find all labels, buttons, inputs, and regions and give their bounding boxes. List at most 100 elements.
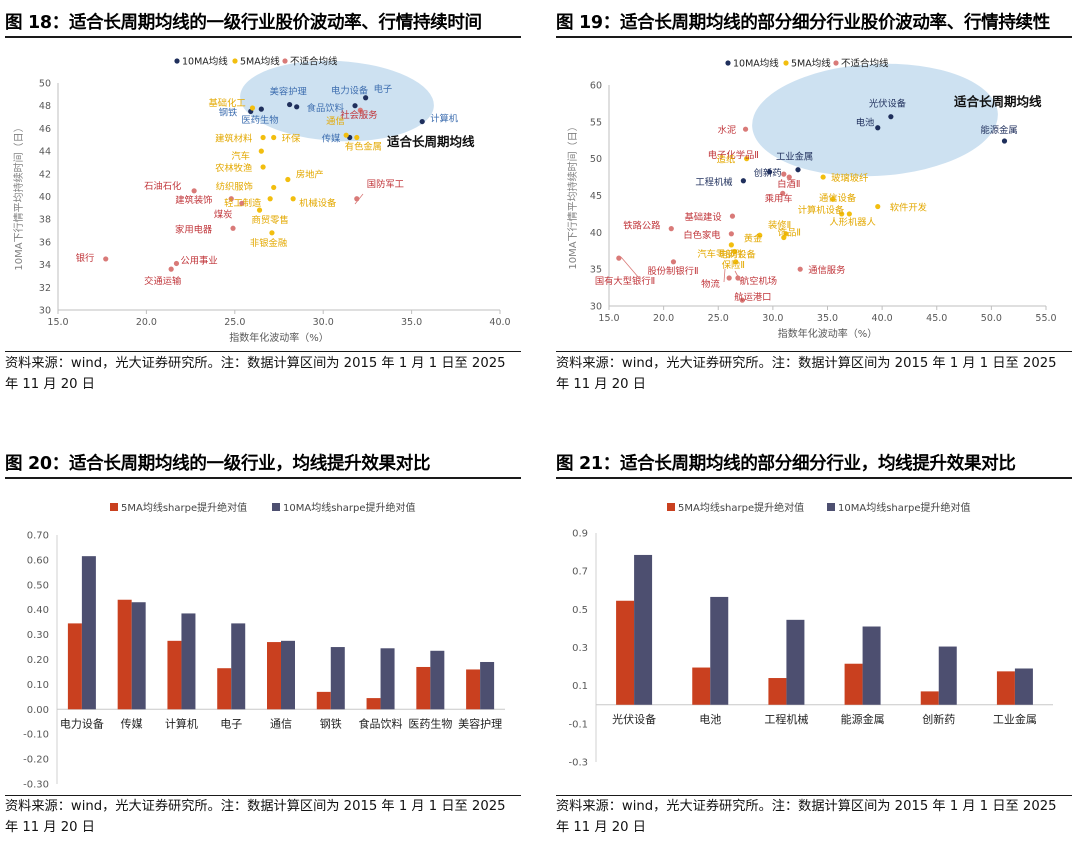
fig18-point xyxy=(271,184,277,191)
fig18-x-tick-label: 15.0 xyxy=(47,317,68,328)
fig19-point-label: 软件开发 xyxy=(890,202,927,214)
figure-18-title-rule xyxy=(5,36,521,38)
fig21-category-label: 工业金属 xyxy=(993,712,1037,726)
figure-21-title-rule xyxy=(556,477,1072,479)
fig20-y-tick-label: 0.00 xyxy=(27,705,49,716)
fig20-category-label: 医药生物 xyxy=(408,716,452,730)
fig19-legend-marker xyxy=(833,60,839,66)
fig19-point-label: 玻璃玻纤 xyxy=(831,172,868,184)
fig18-point-label: 基础化工 xyxy=(208,97,245,109)
fig18-point-label: 农林牧渔 xyxy=(215,162,252,174)
fig18-annotation: 适合长周期均线 xyxy=(387,134,475,149)
fig20-category-label: 美容护理 xyxy=(458,716,502,730)
fig19-x-tick-label: 35.0 xyxy=(817,313,838,324)
figure-20-title-rule xyxy=(5,477,521,479)
fig20-bar-5ma xyxy=(67,623,82,710)
fig18-y-axis-title: 10MA下行情平均持续时间（日） xyxy=(12,122,25,270)
fig18-x-axis-title: 指数年化波动率（%） xyxy=(229,331,329,344)
fig18-point xyxy=(249,105,256,111)
fig18-point xyxy=(260,164,266,170)
fig18-point xyxy=(285,176,291,183)
fig19-y-tick-label: 30 xyxy=(590,302,602,313)
fig18-y-tick-label: 38 xyxy=(39,215,51,226)
fig20-y-tick-label: 0.30 xyxy=(27,630,49,641)
fig20-category-label: 计算机 xyxy=(165,716,198,730)
fig19-point-label: 白色家电 xyxy=(683,229,720,241)
fig19-point-label: 保险Ⅱ xyxy=(722,259,745,271)
fig18-y-tick-label: 46 xyxy=(39,124,51,135)
fig19-y-tick-label: 60 xyxy=(590,81,602,92)
fig18-point-label: 纺织服饰 xyxy=(216,180,253,192)
fig21-bar-10ma xyxy=(862,626,881,705)
fig19-point-label: 铁路公路 xyxy=(623,220,661,232)
fig18-point xyxy=(258,148,264,154)
fig19-legend-label: 10MA均线 xyxy=(733,58,779,70)
fig18-legend-marker xyxy=(232,58,238,64)
fig19-point xyxy=(726,275,732,281)
fig18-x-tick-label: 40.0 xyxy=(489,317,510,328)
fig18-point xyxy=(294,104,300,110)
fig20-legend-label: 10MA均线sharpe提升绝对值 xyxy=(283,501,415,514)
fig20-category-label: 钢铁 xyxy=(320,717,342,730)
fig18-point xyxy=(267,196,273,202)
fig19-point xyxy=(830,196,836,202)
figure-21-bottom-rule xyxy=(556,795,1072,796)
figure-18-title: 图 18：适合长周期均线的一级行业股价波动率、行情持续时间 xyxy=(5,13,482,33)
fig19-point-label: 国有大型银行Ⅱ xyxy=(595,275,655,287)
fig19-point-label: 航运港口 xyxy=(734,291,771,303)
figure-19-bottom-rule xyxy=(556,351,1072,352)
fig21-legend-label: 10MA均线sharpe提升绝对值 xyxy=(838,501,970,514)
fig19-point xyxy=(795,167,801,173)
fig19-point xyxy=(781,171,787,177)
fig20-legend-label: 5MA均线sharpe提升绝对值 xyxy=(121,501,247,514)
figure-18-bottom-rule xyxy=(5,351,521,352)
fig19-x-axis-title: 指数年化波动率（%） xyxy=(778,327,878,340)
figure-19-title-rule xyxy=(556,36,1072,38)
fig19-leader-line xyxy=(734,270,743,285)
fig19-point xyxy=(670,259,677,265)
fig18-highlight-ellipse xyxy=(240,60,434,142)
fig19-point xyxy=(733,259,739,265)
fig20-bar-10ma xyxy=(181,613,196,710)
fig18-point-label: 轻工制造 xyxy=(224,197,262,209)
fig19-point xyxy=(729,213,736,219)
fig19-point xyxy=(742,126,749,132)
fig19-leader-line xyxy=(723,268,726,283)
fig20-y-tick-label: 0.50 xyxy=(27,580,49,591)
fig18-point-label: 煤炭 xyxy=(214,208,233,220)
fig19-point xyxy=(739,297,745,303)
fig20-bar-10ma xyxy=(380,648,395,710)
fig19-x-tick-label: 20.0 xyxy=(653,313,674,324)
fig20-category-label: 电子 xyxy=(220,717,242,730)
fig18-legend-label: 10MA均线 xyxy=(182,56,228,68)
fig19-point-label: 基础建设 xyxy=(684,211,721,223)
figure-20-bottom-rule xyxy=(5,795,521,796)
fig18-point xyxy=(103,256,109,262)
fig21-bar-10ma xyxy=(938,646,957,705)
fig21-bar-5ma xyxy=(996,671,1015,705)
fig20-bar-5ma xyxy=(416,666,431,710)
fig19-point xyxy=(732,248,738,255)
fig18-point-label: 电子 xyxy=(374,83,393,95)
fig19-highlight-ellipse xyxy=(752,63,998,177)
fig18-point xyxy=(363,95,369,101)
fig18-leader-line xyxy=(354,193,364,205)
fig18-point-label: 有色金属 xyxy=(345,140,382,152)
fig18-point-label: 交通运输 xyxy=(144,275,182,287)
fig20-bar-10ma xyxy=(131,602,146,710)
fig20-bar-10ma xyxy=(81,556,96,710)
fig18-y-tick-label: 40 xyxy=(39,192,51,203)
fig20-bar-5ma xyxy=(217,668,232,710)
fig19-point-label: 计算机设备 xyxy=(798,204,845,216)
fig18-point xyxy=(239,200,245,206)
fig18-x-tick-label: 30.0 xyxy=(313,317,334,328)
fig18-y-tick-label: 50 xyxy=(39,79,51,90)
fig18-point xyxy=(287,101,293,108)
fig19-point-label: 电网设备 xyxy=(719,248,757,260)
fig18-point-label: 传媒 xyxy=(322,132,341,144)
fig18-point-label: 机械设备 xyxy=(299,197,337,209)
fig18-point-label: 建筑装饰 xyxy=(175,194,212,206)
fig18-point-label: 电力设备 xyxy=(331,85,369,97)
fig19-point xyxy=(740,178,746,184)
fig21-category-label: 光伏设备 xyxy=(612,712,656,726)
